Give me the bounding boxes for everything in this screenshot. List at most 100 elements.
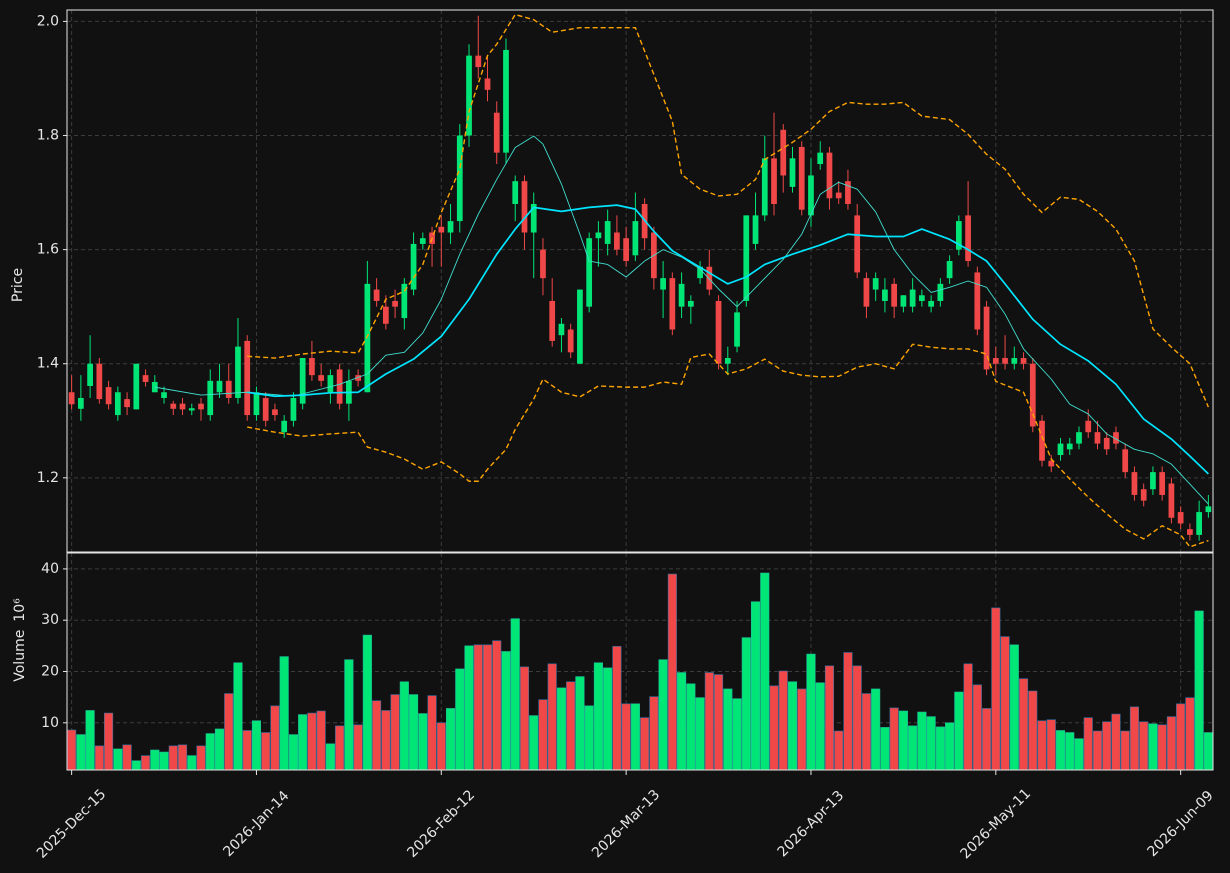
volume-bar (399, 681, 409, 770)
volume-bar (104, 712, 114, 770)
volume-axis-label: Volume 10⁶ (12, 598, 28, 682)
volume-bar (1009, 644, 1019, 770)
candle-body (142, 375, 149, 382)
candle-body (706, 266, 713, 290)
volume-bar (1055, 730, 1066, 770)
volume-bar (972, 684, 982, 770)
volume-bar (298, 714, 308, 770)
candle-body (68, 392, 75, 405)
volume-bar (843, 652, 853, 770)
candle-body (1057, 443, 1064, 456)
volume-bar (806, 653, 816, 770)
volume-bar (1000, 636, 1010, 770)
volume-bar (723, 688, 733, 770)
volume-bar (390, 694, 400, 770)
candle-body (669, 278, 676, 330)
candle-body (697, 266, 703, 279)
volume-bar (251, 720, 262, 770)
candle-body (1085, 420, 1092, 433)
volume-bar (1120, 730, 1130, 770)
candle-body (919, 295, 925, 301)
candle-body (1020, 358, 1027, 364)
volume-bar (307, 712, 317, 770)
volume-bar (1018, 678, 1029, 770)
volume-bar (603, 667, 613, 770)
candle-body (826, 152, 833, 199)
volume-bar (529, 715, 539, 770)
candle-body (1122, 449, 1129, 473)
volume-bar (519, 666, 530, 770)
candle-body (1094, 432, 1101, 444)
volume-bar (982, 708, 992, 770)
volume-bar (1074, 738, 1084, 770)
volume-bar (686, 683, 696, 770)
volume-bar (122, 744, 132, 770)
candle-body (124, 399, 130, 408)
candle-body (438, 226, 445, 233)
volume-bar (427, 695, 437, 770)
volume-bar (196, 745, 206, 770)
candle-body (392, 300, 398, 307)
candle-body (1066, 443, 1073, 450)
candle-body (946, 261, 953, 279)
volume-bar (547, 663, 557, 770)
candle-body (466, 55, 472, 136)
candle-body (540, 249, 546, 279)
volume-bar (797, 688, 807, 770)
volume-bar (141, 755, 151, 770)
candle-body (974, 272, 981, 330)
volume-bar (362, 634, 372, 770)
candle-body (96, 363, 103, 400)
volume-bar (935, 726, 945, 770)
volume-bar (455, 668, 465, 770)
volume-bar (1111, 713, 1121, 770)
candle-body (309, 358, 315, 376)
volume-bar (187, 755, 197, 770)
candle-body (1150, 472, 1156, 490)
candle-body (188, 408, 195, 411)
volume-bar (445, 708, 456, 770)
volume-bar (325, 743, 335, 770)
candle-body (244, 340, 251, 416)
volume-bar (131, 760, 141, 770)
candle-body (789, 158, 796, 187)
candle-body (410, 243, 417, 290)
volume-bar (288, 734, 298, 770)
candle-body (586, 238, 593, 307)
candle-body (216, 380, 223, 393)
candle-body (179, 403, 186, 410)
volume-bar (205, 733, 215, 770)
volume-scale: 10⁶ (12, 598, 28, 622)
volume-bar (214, 728, 225, 770)
candle-body (456, 135, 463, 222)
candle-body (336, 369, 343, 404)
volume-bar (667, 573, 677, 770)
volume-bar (1028, 690, 1038, 770)
volume-bar (1185, 697, 1195, 770)
volume-bar (640, 717, 650, 770)
candle-body (854, 215, 861, 273)
volume-bar (787, 681, 798, 770)
volume-bar (1083, 717, 1093, 770)
volume-bar (1176, 703, 1186, 770)
candle-body (1140, 489, 1147, 501)
candle-body (614, 232, 620, 250)
candle-body (364, 283, 371, 393)
volume-bar (649, 696, 659, 770)
candle-body (493, 112, 500, 153)
candle-body (198, 403, 204, 410)
candle-body (660, 278, 666, 290)
candle-body (382, 306, 389, 324)
volume-bar (908, 725, 918, 770)
candle-body (1159, 472, 1166, 495)
candle-body (1205, 506, 1212, 513)
volume-bar (954, 691, 964, 770)
candle-body (253, 392, 260, 416)
candle-body (521, 181, 528, 233)
candle-body (262, 397, 269, 421)
candle-body (447, 221, 454, 233)
volume-bar (233, 662, 243, 770)
candle-body (965, 215, 971, 262)
y-tick-label: 1.8 (37, 128, 59, 144)
